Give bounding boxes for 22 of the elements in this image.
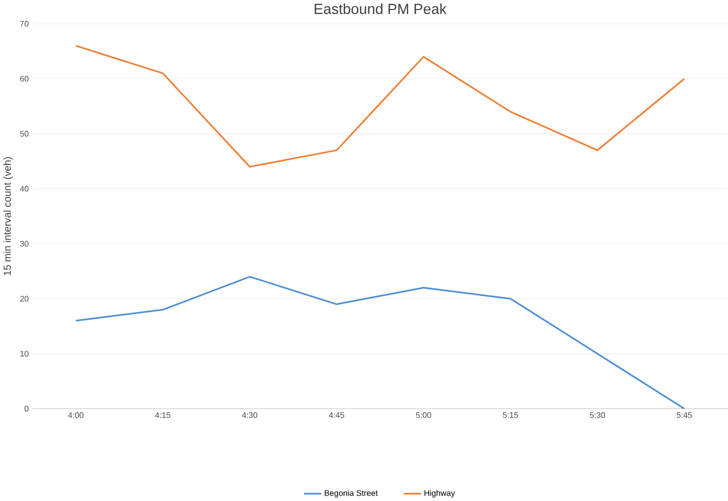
y-tick-label: 60 bbox=[20, 76, 29, 82]
x-tick-label: 4:45 bbox=[328, 412, 344, 418]
y-tick-label: 50 bbox=[20, 130, 29, 136]
legend-label: Begonia Street bbox=[324, 490, 378, 498]
x-tick-label: 5:00 bbox=[416, 412, 432, 418]
y-tick-label: 40 bbox=[20, 186, 29, 192]
x-tick-label: 5:30 bbox=[590, 412, 605, 418]
legend-label: Highway bbox=[424, 490, 455, 498]
y-tick-label: 30 bbox=[20, 240, 29, 246]
x-tick-label: 5:45 bbox=[676, 412, 692, 418]
y-tick-label: 20 bbox=[20, 296, 29, 302]
line-series bbox=[75, 44, 686, 168]
y-axis-title: 15 min interval count (veh) bbox=[3, 156, 13, 276]
x-tick-label: 4:30 bbox=[242, 412, 258, 418]
line-series bbox=[75, 276, 686, 409]
x-tick-label: 4:15 bbox=[155, 412, 170, 418]
x-tick-label: 5:15 bbox=[502, 412, 518, 418]
y-tick-label: 0 bbox=[24, 406, 29, 412]
x-tick-label: 4:00 bbox=[68, 412, 84, 418]
y-tick-label: 10 bbox=[20, 350, 29, 356]
chart-title: Eastbound PM Peak bbox=[314, 3, 447, 14]
y-tick-label: 70 bbox=[20, 20, 29, 26]
